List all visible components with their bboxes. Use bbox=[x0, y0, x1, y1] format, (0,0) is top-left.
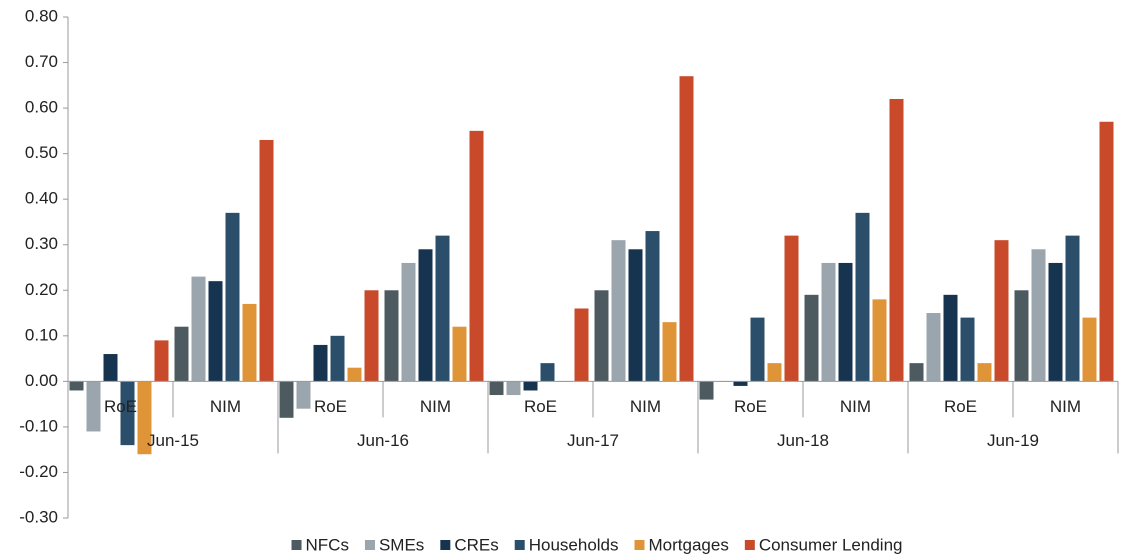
bar bbox=[821, 262, 836, 382]
bar bbox=[469, 130, 484, 382]
bar bbox=[977, 363, 992, 382]
x-tick-label: RoE bbox=[734, 397, 767, 416]
bar bbox=[662, 322, 677, 382]
legend-swatch bbox=[291, 540, 302, 550]
bar bbox=[540, 363, 555, 382]
bar bbox=[1031, 249, 1046, 382]
y-tick-label: 0.20 bbox=[25, 280, 58, 299]
bar bbox=[699, 381, 714, 400]
legend-label: Mortgages bbox=[649, 535, 729, 554]
bar bbox=[452, 326, 467, 382]
legend-label: SMEs bbox=[379, 535, 424, 554]
bar bbox=[242, 303, 257, 382]
bar bbox=[784, 235, 799, 382]
y-tick-label: -0.10 bbox=[19, 416, 58, 435]
x-tick-label: RoE bbox=[524, 397, 557, 416]
bar bbox=[594, 290, 609, 382]
bar bbox=[750, 317, 765, 382]
x-group-label: Jun-16 bbox=[357, 431, 409, 450]
x-tick-label: NIM bbox=[630, 397, 661, 416]
x-tick-label: NIM bbox=[420, 397, 451, 416]
y-tick-label: 0.40 bbox=[25, 189, 58, 208]
legend-swatch bbox=[364, 540, 375, 550]
bar bbox=[418, 249, 433, 382]
bar bbox=[611, 240, 626, 382]
bar bbox=[733, 381, 748, 386]
y-tick-label: -0.30 bbox=[19, 507, 58, 526]
bar bbox=[69, 381, 84, 391]
bar bbox=[435, 235, 450, 382]
bar bbox=[1065, 235, 1080, 382]
bar bbox=[628, 249, 643, 382]
x-tick-label: RoE bbox=[944, 397, 977, 416]
y-tick-label: 0.70 bbox=[25, 52, 58, 71]
bar bbox=[1099, 121, 1114, 382]
legend-swatch bbox=[744, 540, 755, 550]
bar bbox=[994, 240, 1009, 382]
bar bbox=[574, 308, 589, 382]
x-group-label: Jun-15 bbox=[147, 431, 199, 450]
y-tick-label: 0.50 bbox=[25, 143, 58, 162]
bar bbox=[364, 290, 379, 382]
bar bbox=[401, 262, 416, 382]
bar bbox=[960, 317, 975, 382]
bar bbox=[909, 363, 924, 382]
x-group-label: Jun-18 bbox=[777, 431, 829, 450]
bar bbox=[137, 381, 152, 455]
legend-swatch bbox=[440, 540, 451, 550]
legend-label: CREs bbox=[454, 535, 498, 554]
bar bbox=[347, 367, 362, 382]
bar bbox=[943, 294, 958, 382]
bar bbox=[191, 276, 206, 382]
bar bbox=[645, 231, 660, 382]
bar bbox=[120, 381, 135, 446]
bar bbox=[208, 281, 223, 382]
bar bbox=[313, 344, 328, 382]
x-group-label: Jun-19 bbox=[987, 431, 1039, 450]
legend-label: Households bbox=[529, 535, 619, 554]
bar bbox=[1014, 290, 1029, 382]
y-tick-label: 0.10 bbox=[25, 325, 58, 344]
bar bbox=[489, 381, 504, 396]
bar bbox=[1048, 262, 1063, 382]
y-tick-label: 0.60 bbox=[25, 98, 58, 117]
bar bbox=[296, 381, 311, 409]
bar bbox=[259, 139, 274, 382]
y-tick-label: 0.00 bbox=[25, 371, 58, 390]
bar bbox=[872, 299, 887, 382]
bar bbox=[1082, 317, 1097, 382]
bar bbox=[174, 326, 189, 382]
legend-label: Consumer Lending bbox=[759, 535, 903, 554]
y-tick-label: 0.30 bbox=[25, 234, 58, 253]
x-tick-label: NIM bbox=[1050, 397, 1081, 416]
legend-swatch bbox=[634, 540, 645, 550]
bar bbox=[767, 363, 782, 382]
bar bbox=[506, 381, 521, 396]
x-tick-label: RoE bbox=[104, 397, 137, 416]
bar bbox=[855, 212, 870, 382]
bar bbox=[804, 294, 819, 382]
y-tick-label: 0.80 bbox=[25, 6, 58, 25]
bar bbox=[384, 290, 399, 382]
bar bbox=[279, 381, 294, 418]
bar bbox=[330, 335, 345, 382]
bar bbox=[679, 76, 694, 382]
x-tick-label: NIM bbox=[210, 397, 241, 416]
bar bbox=[154, 340, 169, 382]
bar bbox=[889, 98, 904, 382]
bar bbox=[926, 313, 941, 382]
y-tick-label: -0.20 bbox=[19, 462, 58, 481]
bar bbox=[103, 354, 118, 382]
bar bbox=[523, 381, 538, 391]
bar bbox=[838, 262, 853, 382]
legend-swatch bbox=[514, 540, 525, 550]
x-tick-label: RoE bbox=[314, 397, 347, 416]
x-group-label: Jun-17 bbox=[567, 431, 619, 450]
bar bbox=[86, 381, 101, 432]
x-tick-label: NIM bbox=[840, 397, 871, 416]
legend-label: NFCs bbox=[306, 535, 349, 554]
bar bbox=[225, 212, 240, 382]
